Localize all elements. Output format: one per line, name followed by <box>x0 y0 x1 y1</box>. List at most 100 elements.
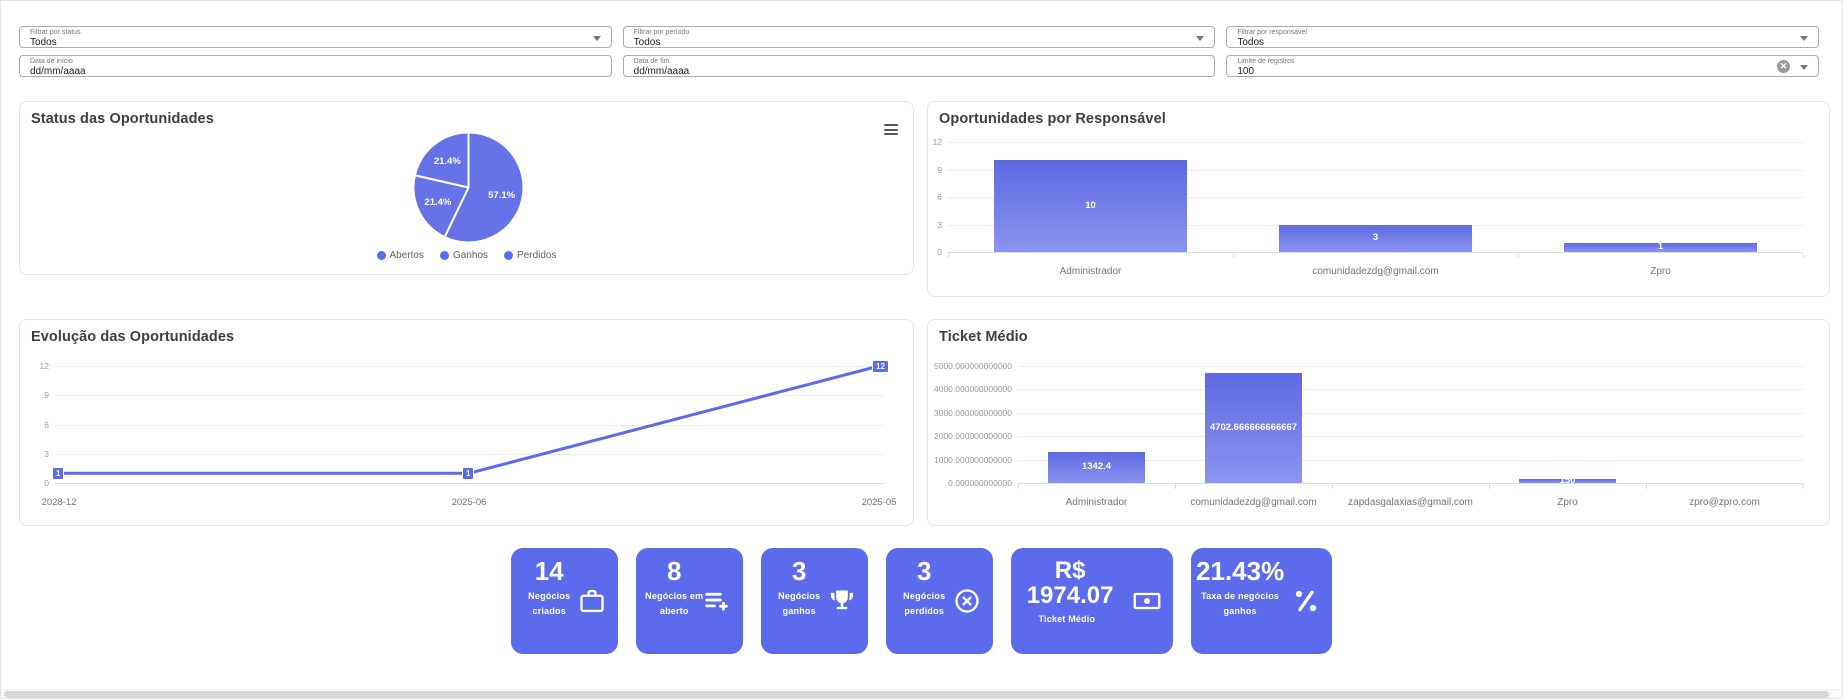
y-axis-tick-label: 0 <box>937 247 942 257</box>
y-axis-tick-label: 4000.000000000000 <box>934 384 1012 395</box>
pie-slice-Abertos[interactable] <box>443 131 525 244</box>
stat-value: 3 <box>792 556 807 586</box>
x-axis-tick-mark <box>1018 484 1019 489</box>
filter-status-select[interactable]: Filtrar por status Todos <box>19 26 612 48</box>
start-date-value: dd/mm/aaaa <box>30 66 86 77</box>
chart-title: Status das Oportunidades <box>31 111 214 127</box>
x-axis-tick-label: 2025-06 <box>451 497 487 508</box>
horizontal-scrollbar <box>1 689 1842 698</box>
legend-item-Ganhos[interactable]: Ganhos <box>439 250 489 261</box>
bar-value-label: 3 <box>1372 232 1379 244</box>
stat-card-2[interactable]: 8 Negócios em aberto <box>636 548 743 654</box>
records-limit-label: Limite de registros <box>1237 58 1295 65</box>
evolution-line-card: Evolução das Oportunidades 0 3 6 9 12 1 2028-1… <box>19 319 914 526</box>
x-axis-category-label: zapdasgalaxias@gmail.com <box>1348 497 1473 508</box>
stat-card-6[interactable]: 21.43% Taxa de negócios ganhos <box>1191 548 1332 654</box>
legend-dot-icon <box>376 251 386 260</box>
filter-responsible-select[interactable]: Filtrar por responsável Todos <box>1226 26 1819 48</box>
stat-label: Negócios em aberto <box>645 591 704 616</box>
gridline <box>55 453 883 455</box>
gridline <box>1018 412 1803 414</box>
stat-card-3[interactable]: 3 Negócios ganhos <box>761 548 868 654</box>
data-point-label[interactable]: 1 <box>462 466 475 480</box>
gridline <box>948 252 1803 253</box>
filter-status-label: Filtrar por status <box>30 29 81 36</box>
scrollbar-thumb[interactable] <box>4 691 1829 698</box>
filter-period-select[interactable]: Filtrar por período Todos <box>622 26 1216 48</box>
bar-chart: 0.000000000000 1000.000000000000 2000.0000… <box>928 320 1829 525</box>
x-axis-category-label: zpro@zpro.com <box>1689 497 1760 508</box>
bar-value-label: 1 <box>1657 241 1664 253</box>
bar-Zpro[interactable] <box>1563 242 1758 252</box>
end-date-field[interactable]: Data de fim dd/mm/aaaa <box>622 55 1216 77</box>
stats-row: 14 Negócios criados 8 Negócios em aberto 3 Ne… <box>1 548 1842 654</box>
stat-label: Taxa de negócios ganhos <box>1201 591 1280 616</box>
y-axis-tick-label: 3000.000000000000 <box>934 407 1012 418</box>
chart-title: Evolução das Oportunidades <box>31 329 235 345</box>
stat-card-5[interactable]: R$ 1974.07 Ticket Médio <box>1011 548 1173 654</box>
y-axis-tick-label: 0.000000000000 <box>948 478 1012 488</box>
gridline <box>55 395 883 397</box>
percent-icon <box>1292 587 1320 615</box>
x-axis-category-label: Zpro <box>1557 497 1578 508</box>
gridline <box>1018 483 1803 484</box>
y-axis-tick-label: 1000.000000000000 <box>934 454 1012 465</box>
x-axis-tick-mark <box>1646 484 1647 489</box>
data-point-label[interactable]: 1 <box>52 466 65 480</box>
x-axis-tick-label: 2028-12 <box>41 497 77 508</box>
x-axis-tick-mark <box>1489 484 1490 489</box>
status-pie-card: Status das Oportunidades 57.1% 21.4% 21.4%… <box>19 101 914 275</box>
y-axis-tick-label: 6 <box>937 192 942 202</box>
cancel-icon <box>953 587 981 615</box>
x-axis-tick-mark <box>1803 253 1804 258</box>
x-axis-category-label: Administrador <box>1059 266 1122 277</box>
legend-dot-icon <box>504 251 514 260</box>
pie-slice-Ganhos[interactable] <box>412 174 470 239</box>
bar-comunidadezdg@gmail.com[interactable] <box>1278 224 1473 252</box>
bar-Zpro[interactable] <box>1518 479 1617 483</box>
money-icon <box>1133 587 1161 615</box>
start-date-field[interactable]: Data de início dd/mm/aaaa <box>19 55 612 77</box>
legend-label: Ganhos <box>452 250 489 261</box>
bar-Administrador[interactable] <box>1047 451 1146 483</box>
bar-value-label: 4702.666666666667 <box>1209 421 1298 433</box>
records-limit-value: 100 <box>1237 66 1255 77</box>
chevron-down-icon <box>1196 36 1205 41</box>
x-axis-tick-mark <box>1332 484 1333 489</box>
gridline <box>1018 389 1803 391</box>
pie-slice-Perdidos[interactable] <box>413 131 470 189</box>
line-series <box>59 364 880 475</box>
gridline <box>948 169 1803 171</box>
gridline <box>948 142 1803 143</box>
chart-menu-icon[interactable] <box>884 124 898 138</box>
records-limit-field[interactable]: Limite de registros 100 ✕ <box>1226 55 1819 77</box>
gridline <box>1018 366 1803 367</box>
filter-bar: Filtrar por status Todos Filtrar por per… <box>19 26 1819 77</box>
bar-Administrador[interactable] <box>993 160 1188 252</box>
pie-slice-label: 21.4% <box>434 156 461 167</box>
line-chart: 0 3 6 9 12 1 2028-12 1 2025-06 12 2025-05 <box>20 320 913 525</box>
legend-item-Abertos[interactable]: Abertos <box>376 250 424 261</box>
bar-chart: 0 3 6 9 12 10 Administrador 3 comunidadezdg@gmai… <box>928 102 1829 296</box>
filter-period-label: Filtrar por período <box>633 29 690 36</box>
x-axis-category-label: comunidadezdg@gmail.com <box>1312 266 1439 277</box>
data-point-label[interactable]: 12 <box>872 359 889 373</box>
bar-comunidadezdg@gmail.com[interactable] <box>1204 372 1303 483</box>
clear-icon[interactable]: ✕ <box>1777 60 1790 73</box>
gridline <box>55 424 883 426</box>
stat-value: 14 <box>534 556 564 586</box>
stat-card-4[interactable]: 3 Negócios perdidos <box>886 548 993 654</box>
y-axis-tick-label: 9 <box>937 164 942 175</box>
stat-card-1[interactable]: 14 Negócios criados <box>511 548 618 654</box>
y-axis-tick-label: 3 <box>44 448 49 459</box>
stat-label: Negócios ganhos <box>778 591 821 616</box>
y-axis-tick-label: 2000.000000000000 <box>934 431 1012 442</box>
end-date-label: Data de fim <box>633 58 670 65</box>
gridline <box>55 366 883 367</box>
start-date-label: Data de início <box>30 58 73 65</box>
stat-label: Ticket Médio <box>1038 614 1096 625</box>
x-axis-category-label: Administrador <box>1065 497 1128 508</box>
line-path <box>59 364 880 475</box>
chevron-down-icon <box>592 36 601 41</box>
legend-item-Perdidos[interactable]: Perdidos <box>504 250 556 261</box>
